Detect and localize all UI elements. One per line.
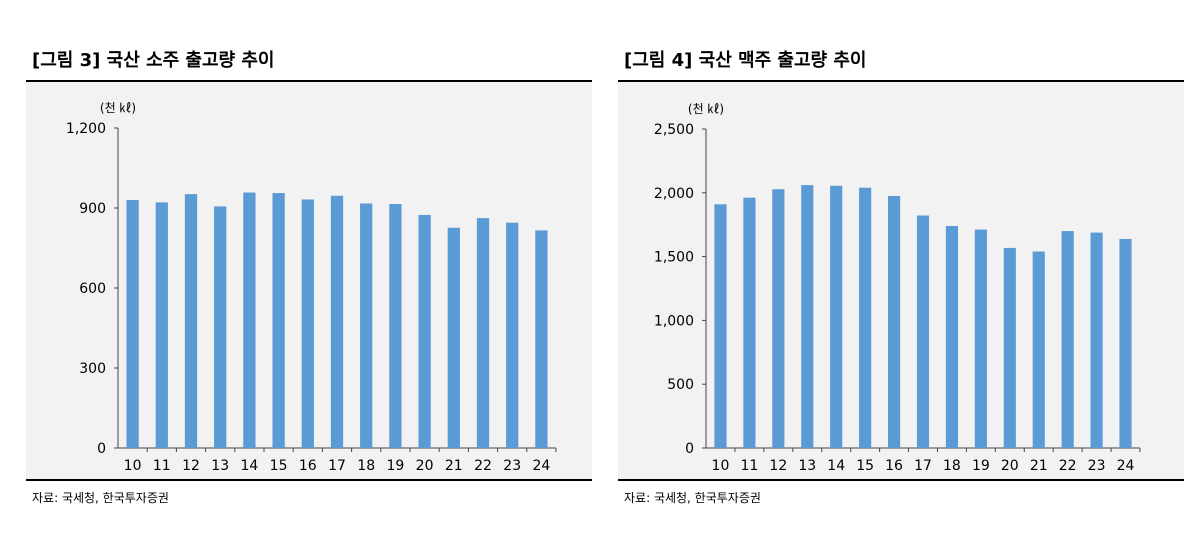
x-tick-label: 16 (299, 458, 317, 474)
y-tick-label: 300 (79, 361, 106, 377)
bar (155, 202, 168, 448)
title-rule (618, 80, 1184, 82)
x-tick-label: 22 (474, 458, 492, 474)
source-note: 자료: 국세청, 한국투자증권 (624, 491, 761, 505)
x-tick-label: 23 (503, 458, 521, 474)
x-tick-label: 23 (1088, 458, 1106, 474)
x-tick-label: 13 (211, 458, 229, 474)
bar (243, 192, 256, 448)
bar (272, 193, 285, 448)
x-tick-label: 17 (328, 458, 346, 474)
x-tick-label: 13 (798, 458, 816, 474)
x-tick-label: 22 (1059, 458, 1077, 474)
bar (214, 206, 227, 448)
y-tick-label: 0 (97, 441, 106, 457)
x-tick-label: 18 (357, 458, 375, 474)
y-tick-label: 2,500 (654, 122, 694, 138)
bar (945, 225, 959, 448)
x-tick-label: 20 (1001, 458, 1019, 474)
bar (418, 214, 431, 448)
title-rule (26, 80, 592, 82)
x-tick-label: 14 (827, 458, 845, 474)
x-tick-label: 21 (1030, 458, 1048, 474)
bar (360, 203, 373, 448)
y-tick-label: 0 (685, 441, 694, 457)
bar (184, 194, 198, 448)
bar (1119, 238, 1132, 448)
bar (859, 187, 872, 449)
beer-bar-chart: (천 ㎘) 0 500 1,000 1,500 2,000 2,500 10 11 12 13 14 1… (654, 101, 1141, 474)
x-tick-label: 16 (885, 458, 903, 474)
x-tick-label: 19 (386, 458, 404, 474)
x-tick-label: 18 (943, 458, 961, 474)
x-tick-label: 24 (1117, 458, 1135, 474)
x-tick-label: 20 (416, 458, 434, 474)
x-tick-label: 11 (153, 458, 171, 474)
chart-panel-soju: [그림 3] 국산 소주 출고량 추이 (천 ㎘) 0 300 600 900 1,200… (26, 0, 592, 540)
bar (714, 204, 727, 448)
source-note: 자료: 국세청, 한국투자증권 (32, 491, 169, 505)
y-tick-label: 500 (667, 377, 694, 393)
x-tick-label: 14 (240, 458, 258, 474)
bar (801, 185, 814, 449)
plot-background (618, 82, 1184, 479)
bar (1003, 247, 1016, 448)
bar (506, 222, 519, 448)
y-tick-label: 1,500 (654, 250, 694, 266)
bar (916, 215, 930, 448)
bar (126, 200, 139, 448)
y-tick-label: 1,200 (66, 121, 106, 137)
bar (1032, 251, 1045, 448)
source-rule (618, 479, 1184, 481)
bar (743, 197, 756, 448)
bar (830, 185, 843, 449)
bar (1061, 231, 1074, 448)
y-tick-label: 2,000 (654, 186, 694, 202)
soju-bar-chart: (천 ㎘) 0 300 600 900 1,200 10 11 12 13 14 15 16 17 18 19… (66, 100, 557, 474)
y-tick-label: 1,000 (654, 313, 694, 329)
y-unit-label: (천 ㎘) (688, 101, 724, 116)
bar (476, 218, 490, 448)
y-tick-label: 900 (79, 201, 106, 217)
chart-title: [그림 3] 국산 소주 출고량 추이 (32, 50, 275, 71)
chart-title: [그림 4] 국산 맥주 출고량 추이 (624, 50, 867, 71)
x-tick-label: 19 (972, 458, 990, 474)
x-tick-label: 15 (856, 458, 874, 474)
bar (887, 195, 901, 448)
bar (389, 204, 402, 448)
x-tick-label: 24 (532, 458, 550, 474)
y-unit-label: (천 ㎘) (100, 100, 136, 115)
x-tick-label: 10 (712, 458, 730, 474)
source-rule (26, 479, 592, 481)
x-tick-label: 12 (769, 458, 787, 474)
bar (1090, 232, 1103, 448)
x-tick-label: 11 (740, 458, 758, 474)
bar (301, 199, 314, 448)
chart-panel-beer: [그림 4] 국산 맥주 출고량 추이 (천 ㎘) 0 500 1,000 1,500 2… (618, 0, 1184, 540)
y-tick-label: 600 (79, 281, 106, 297)
bar (330, 195, 344, 448)
bar (535, 230, 548, 448)
bar (772, 189, 785, 448)
bar (447, 227, 460, 448)
x-tick-label: 12 (182, 458, 200, 474)
x-tick-label: 10 (124, 458, 142, 474)
x-tick-label: 17 (914, 458, 932, 474)
x-tick-label: 15 (270, 458, 288, 474)
bar (974, 229, 987, 448)
x-tick-label: 21 (445, 458, 463, 474)
